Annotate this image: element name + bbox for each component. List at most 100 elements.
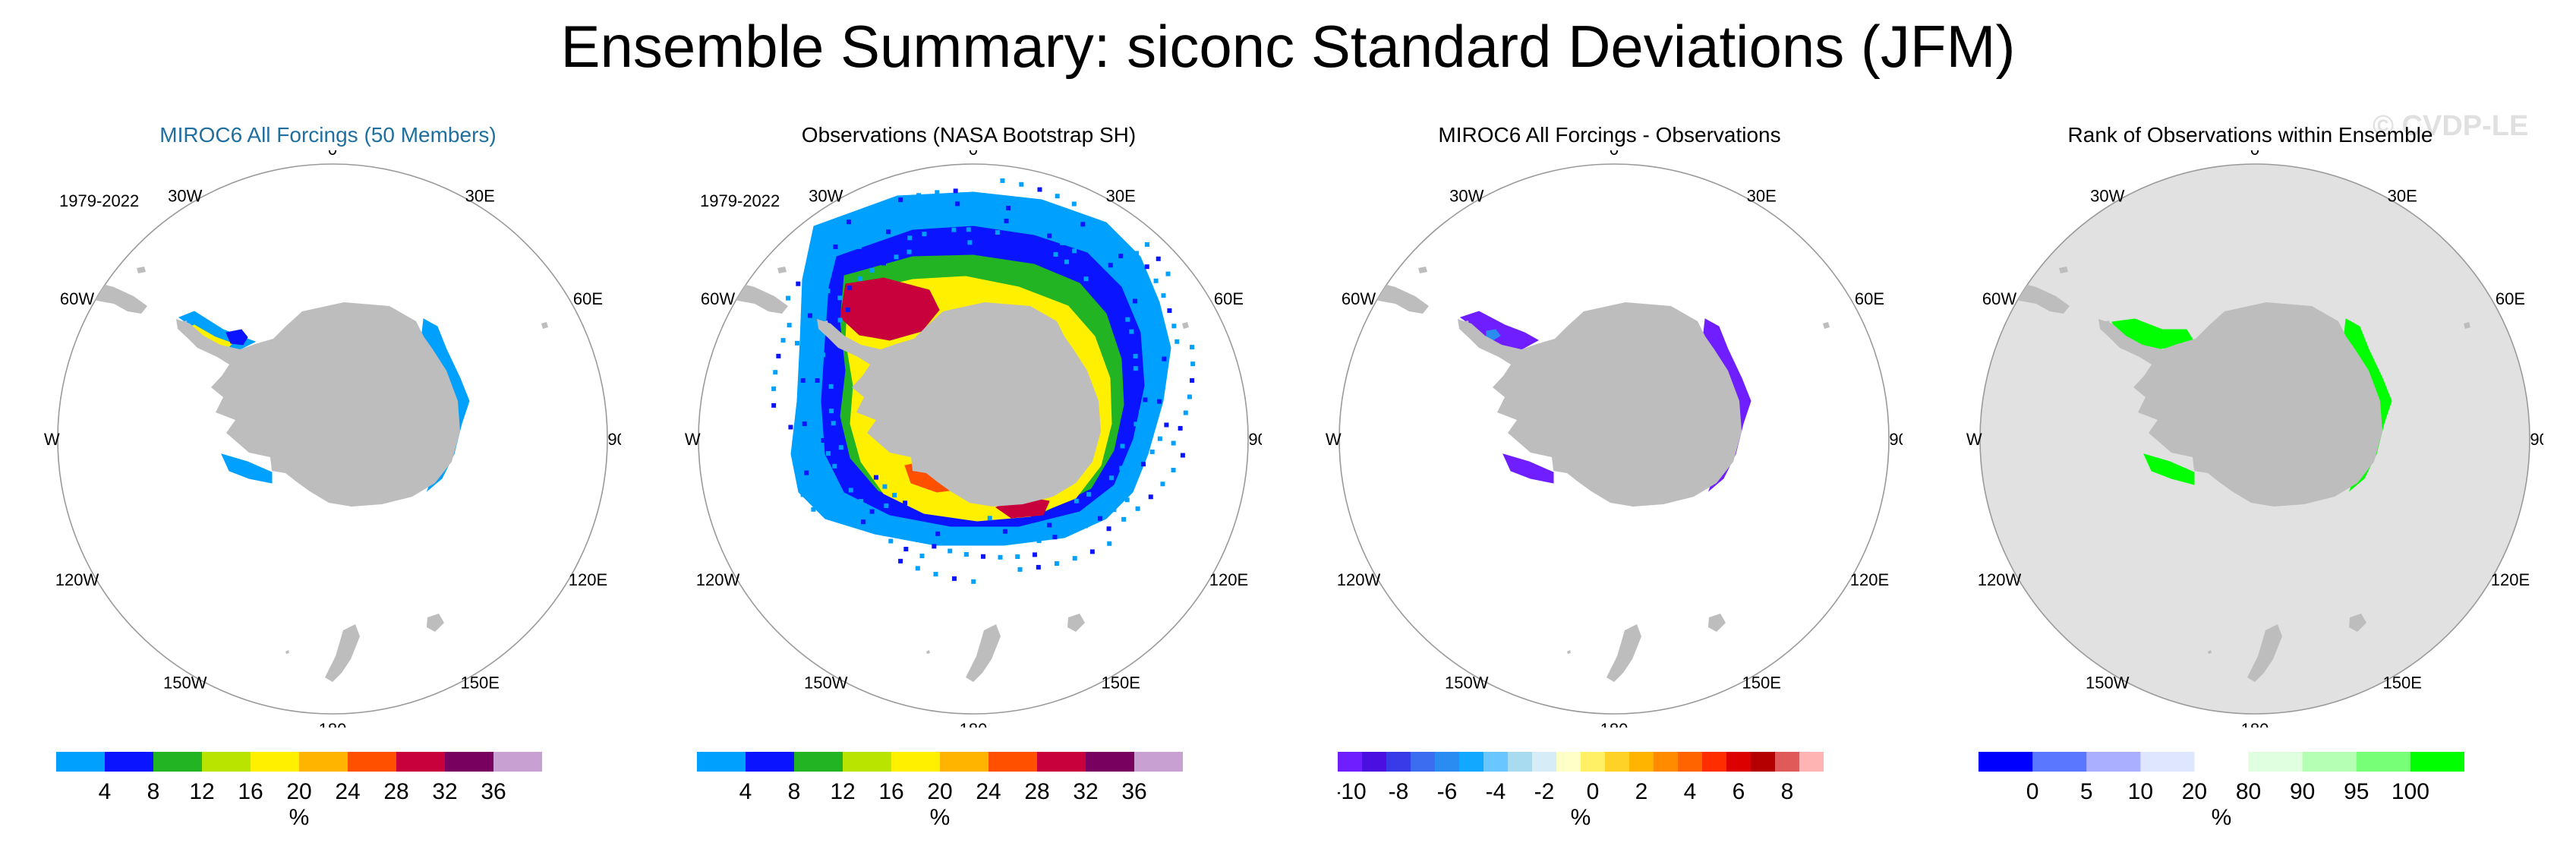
colorbar-tick-label: 8 [147, 779, 160, 804]
ice-shelf [2217, 454, 2266, 494]
colorbar-tick-label: 24 [976, 779, 1001, 804]
speckle-cell [1097, 252, 1102, 257]
speckle-cell [858, 498, 863, 503]
lon-label-30e: 30E [1106, 187, 1136, 206]
speckle-cell [898, 197, 903, 203]
lon-label-90w: 90W [685, 430, 701, 449]
speckle-cell [1178, 425, 1183, 431]
colorbar-tick-label: -4 [1486, 779, 1506, 804]
speckle-cell [840, 475, 845, 481]
colorbar-tick-label: 20 [2182, 779, 2207, 804]
speckle-cell [1083, 523, 1088, 529]
colorbar-swatch [56, 752, 106, 772]
lon-label-90e: 90E [1248, 430, 1262, 449]
speckle-cell [800, 378, 806, 383]
colorbar-swatch [299, 752, 348, 772]
colorbar-tick-label: -6 [1437, 779, 1458, 804]
speckle-cell [1108, 475, 1114, 481]
colorbar-swatch [1037, 752, 1086, 772]
colorbar-units-label: % [289, 805, 310, 830]
colorbar-swatch [940, 752, 989, 772]
colorbar-swatch [1459, 752, 1484, 772]
speckle-cell [815, 378, 820, 383]
speckle-cell [1164, 422, 1169, 428]
colorbar-swatch [1775, 752, 1800, 772]
colorbar-swatch [1702, 752, 1727, 772]
speckle-cell [1019, 223, 1024, 228]
speckle-cell [829, 409, 834, 414]
speckle-cell [1032, 526, 1037, 531]
speckle-cell [950, 535, 955, 541]
speckle-cell [838, 445, 843, 450]
speckle-cell [771, 386, 777, 391]
lon-label-60w: 60W [1342, 289, 1376, 308]
speckle-cell [831, 421, 836, 426]
speckle-cell [799, 392, 805, 397]
colorbar-tick-label: -2 [1534, 779, 1555, 804]
speckle-cell [1125, 286, 1130, 292]
colorbar-swatch [1386, 752, 1411, 772]
speckle-cell [800, 327, 806, 332]
colorbar-swatch [2086, 752, 2141, 772]
speckle-cell [903, 547, 909, 552]
colorbar-tick-label: 36 [481, 779, 506, 804]
speckle-cell [1054, 561, 1059, 567]
speckle-cell [906, 249, 912, 254]
speckle-cell [971, 579, 976, 584]
region-weddell-inner [1486, 329, 1501, 341]
lon-label-180: 180 [319, 720, 347, 728]
speckle-cell [1165, 271, 1171, 276]
speckle-cell [858, 276, 863, 281]
speckle-cell [935, 190, 940, 195]
speckle-cell [1133, 353, 1138, 358]
speckle-cell [1000, 178, 1005, 183]
speckle-cell [1146, 384, 1151, 390]
colorbar-swatch [1411, 752, 1436, 772]
speckle-cell [812, 485, 818, 490]
colorbar-swatch [1654, 752, 1679, 772]
colorbar-swatch [843, 752, 892, 772]
lon-label-60w: 60W [701, 289, 735, 308]
colorbar-tick-label: 10 [1823, 779, 1824, 804]
speckle-cell [884, 503, 889, 508]
speckle-cell [1134, 421, 1139, 427]
speckle-cell [1047, 233, 1052, 238]
lon-label-60w: 60W [60, 289, 94, 308]
colorbar-swatch [2356, 752, 2411, 772]
speckle-cell [1127, 433, 1133, 438]
speckle-cell [792, 440, 797, 445]
colorbar-swatch [2032, 752, 2087, 772]
colorbar: 0 5 10 20 80 90 95 100% [1979, 752, 2464, 830]
speckle-cell [1074, 267, 1080, 273]
speckle-cell [1052, 535, 1058, 540]
lon-label-30e: 30E [2388, 187, 2417, 206]
speckle-cell [1065, 213, 1070, 219]
lon-label-150e: 150E [461, 673, 500, 692]
speckle-cell [1190, 378, 1195, 383]
colorbar-tick-label: 2 [1635, 779, 1648, 804]
colorbar-tick-label: 80 [2236, 779, 2261, 804]
colorbar-swatch [1799, 752, 1824, 772]
speckle-cell [845, 307, 850, 312]
speckle-cell [1036, 564, 1041, 570]
speckle-cell [833, 245, 838, 250]
speckle-cell [972, 201, 977, 207]
speckle-cell [806, 350, 812, 355]
speckle-cell [1160, 385, 1165, 390]
lon-label-90w: 90W [1966, 430, 1982, 449]
speckle-cell [965, 538, 970, 544]
colorbar-tick-label: 36 [1121, 779, 1146, 804]
speckle-cell [843, 254, 848, 259]
lon-label-60e: 60E [1214, 289, 1244, 308]
speckle-cell [1133, 366, 1138, 371]
speckle-cell [1171, 467, 1176, 472]
speckle-cell [788, 425, 793, 430]
speckle-cell [1037, 187, 1042, 192]
speckle-cell [951, 227, 957, 232]
speckle-cell [825, 289, 831, 294]
lon-label-30e: 30E [465, 187, 495, 206]
colorbar-tick-label: 28 [383, 779, 408, 804]
colorbar: 4 8 12 16 20 24 28 32 36% [56, 752, 542, 830]
speckle-cell [981, 228, 985, 233]
colorbar-swatch [202, 752, 251, 772]
